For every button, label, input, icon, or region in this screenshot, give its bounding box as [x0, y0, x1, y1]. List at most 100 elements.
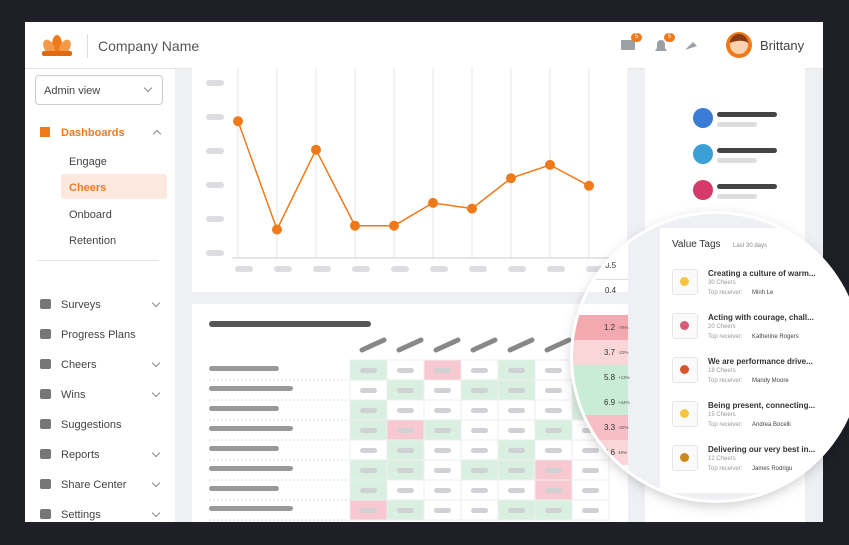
column-header [470, 337, 498, 353]
view-select-label: Admin view [44, 85, 101, 97]
cell-placeholder [508, 368, 525, 373]
heatmap-card [192, 304, 628, 522]
cell-placeholder [397, 388, 414, 393]
chevron [151, 508, 161, 518]
cell-placeholder [508, 508, 525, 513]
axis-placeholder [206, 148, 224, 154]
axis-placeholder [352, 266, 370, 272]
point [350, 220, 360, 231]
heat-value: 1.2 [604, 323, 616, 332]
menu-item[interactable]: Progress Plans [61, 329, 136, 341]
point [545, 159, 555, 170]
axis-placeholder [469, 266, 487, 272]
axis-placeholder [206, 182, 224, 188]
cell-placeholder [360, 428, 377, 433]
axis-placeholder [206, 80, 224, 86]
menu-dashboards[interactable]: Dashboards [61, 127, 125, 139]
heat-change: 48% [618, 450, 628, 455]
app: Company Name 5 5 Brittany Admin view Das… [25, 22, 823, 522]
menu-item[interactable]: Settings [61, 509, 101, 521]
menu-item[interactable]: Suggestions [61, 419, 122, 431]
cell-placeholder [508, 408, 525, 413]
mail-badge: 5 [631, 33, 642, 42]
line [237, 120, 590, 232]
tag-title[interactable]: Creating a culture of warm... [708, 269, 816, 278]
cell-placeholder [508, 468, 525, 473]
cell-placeholder [360, 468, 377, 473]
tag-count: 12 Cheers [708, 456, 736, 462]
heatmap [209, 321, 610, 521]
heat-value: 5.8 [604, 373, 616, 382]
cell-placeholder [545, 408, 562, 413]
header-icons[interactable] [619, 34, 709, 58]
chevron [151, 388, 161, 398]
user-name[interactable]: Brittany [760, 38, 805, 53]
cell-placeholder [471, 488, 488, 493]
point [389, 220, 399, 231]
menu-icon [40, 389, 51, 399]
row-label-placeholder [209, 366, 279, 371]
row-label-placeholder [209, 466, 293, 471]
submenu-item[interactable]: Onboard [69, 209, 112, 221]
tag-receiver-label: Top receiver: [708, 334, 743, 340]
submenu-item[interactable]: Retention [69, 235, 117, 247]
cell-placeholder [508, 448, 525, 453]
user-avatar[interactable] [725, 31, 753, 59]
view-select[interactable]: Admin view [35, 75, 163, 105]
avatar [693, 144, 713, 164]
point [506, 173, 516, 184]
column-header [396, 337, 424, 353]
cell-placeholder [545, 388, 562, 393]
heat-change: -32% [618, 425, 629, 430]
submenu-item[interactable]: Engage [69, 156, 107, 168]
menu-item[interactable]: Surveys [61, 299, 101, 311]
cell-placeholder [397, 448, 414, 453]
lens-chart-card [573, 214, 628, 292]
tag-title[interactable]: Being present, connecting... [708, 401, 816, 410]
heat-change: -76% [618, 325, 629, 330]
menu-icon [40, 509, 51, 519]
row-label-placeholder [209, 426, 293, 431]
axis-placeholder [508, 266, 526, 272]
tag-title[interactable]: Acting with courage, chall... [708, 313, 814, 322]
row-label-placeholder [209, 506, 293, 511]
heat-value: 3.7 [604, 348, 616, 357]
name-placeholder [717, 148, 777, 153]
menu-item[interactable]: Reports [61, 449, 100, 461]
tag-title[interactable]: We are performance drive... [708, 357, 813, 366]
line-chart-card [192, 68, 643, 292]
tag-icon-glyph [680, 365, 689, 374]
cell-placeholder [360, 508, 377, 513]
tag-receiver-label: Top receiver: [708, 466, 743, 472]
company-name: Company Name [98, 38, 200, 54]
tag-receiver-label: Top receiver: [708, 422, 743, 428]
row-label-placeholder [209, 486, 279, 491]
heat-value: 6.9 [604, 398, 616, 407]
bell-badge: 5 [664, 33, 675, 42]
tag-receiver-label: Top receiver: [708, 290, 743, 296]
tag-receiver: Minh Le [752, 290, 774, 296]
people-list [693, 108, 777, 236]
tag-receiver-label: Top receiver: [708, 378, 743, 384]
menu-item[interactable]: Share Center [61, 479, 127, 491]
heat-value: 3.3 [604, 423, 616, 432]
axis-placeholder [206, 250, 224, 256]
cell-placeholder [545, 508, 562, 513]
tag-icon-glyph [680, 453, 689, 462]
submenu-item[interactable]: Cheers [69, 182, 107, 194]
sub-placeholder [717, 194, 757, 199]
side-value: 0.5 [605, 261, 617, 270]
tag-receiver: Mandy Moore [752, 378, 789, 384]
tag-title[interactable]: Delivering our very best in... [708, 445, 816, 454]
menu-icon [40, 299, 51, 309]
cell-placeholder [545, 428, 562, 433]
cell-placeholder [360, 368, 377, 373]
cell-placeholder [545, 468, 562, 473]
menu-item[interactable]: Cheers [61, 359, 97, 371]
column-header [433, 337, 461, 353]
tag-icon [672, 357, 698, 383]
menu-item[interactable]: Wins [61, 389, 86, 401]
lens-divider [585, 279, 628, 280]
axis-placeholder [430, 266, 448, 272]
